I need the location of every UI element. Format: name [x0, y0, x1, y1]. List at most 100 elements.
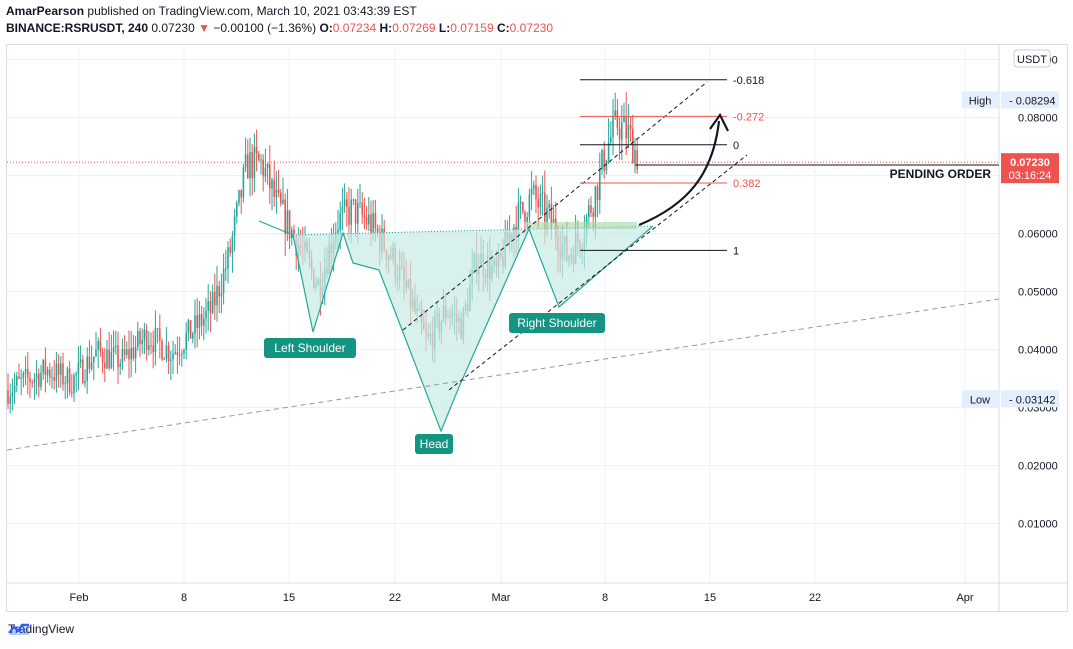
projection-arrowhead: [709, 112, 729, 132]
candle-body: [110, 351, 113, 369]
candle-body: [73, 375, 75, 394]
low-label: L:: [438, 21, 451, 35]
candle-body: [244, 154, 247, 168]
candle-body: [249, 152, 251, 179]
low-marker-label: Low: [970, 394, 990, 406]
candle-body: [533, 184, 535, 189]
currency-badge: USDT: [1013, 49, 1051, 68]
candle-body: [205, 310, 207, 319]
candle-body: [29, 377, 31, 383]
candle-body: [108, 349, 110, 369]
currency-badge-box: [1013, 49, 1051, 68]
candle-body: [112, 346, 115, 352]
close-label: C:: [496, 21, 510, 35]
candle-body: [33, 378, 36, 383]
candle-body: [601, 150, 603, 169]
time-tick-label: 15: [283, 592, 295, 604]
tradingview-logo-icon[interactable]: [8, 622, 30, 636]
fib-level-label: 0.382: [733, 178, 761, 190]
candle-body: [594, 186, 597, 217]
candle-body: [143, 329, 146, 340]
candle-body: [176, 352, 179, 355]
candle-body: [627, 125, 630, 139]
candle-body: [62, 363, 64, 385]
left-shoulder-label: Left Shoulder: [264, 338, 356, 358]
candle-body: [621, 122, 623, 140]
candle-body: [365, 217, 368, 225]
candle-body: [84, 380, 86, 384]
candle-body: [350, 199, 352, 225]
bar-countdown: 03:16:24: [1009, 170, 1052, 182]
price-tick-label: 0.04000: [1018, 345, 1058, 357]
high-marker-box: [1001, 91, 1059, 109]
low-value: 0.07159: [450, 21, 494, 35]
candle-body: [607, 142, 610, 161]
candle-body: [174, 352, 176, 354]
candle-body: [24, 368, 27, 374]
candle-body: [95, 349, 97, 357]
low-marker-box: [1001, 390, 1059, 408]
candle-body: [519, 201, 522, 204]
price-chart[interactable]: 0.090000.080000.070000.060000.050000.040…: [7, 45, 1067, 611]
candle-body: [139, 331, 141, 344]
low-marker-value: - 0.03142: [1009, 394, 1055, 406]
candle-body: [372, 212, 374, 234]
candle-body: [271, 179, 273, 189]
candle-body: [546, 207, 548, 222]
candle-body: [596, 186, 599, 200]
left-shoulder-label-text: Left Shoulder: [274, 341, 345, 355]
candle-body: [214, 291, 216, 306]
candle-body: [229, 247, 231, 253]
candle-body: [181, 353, 183, 355]
candle-body: [275, 189, 278, 197]
candle-body: [253, 146, 256, 178]
candle-body: [288, 210, 291, 239]
candle-body: [68, 368, 71, 393]
candle-body: [592, 212, 594, 217]
candle-body: [634, 150, 636, 164]
candle-body: [42, 359, 44, 373]
candle-body: [38, 373, 40, 387]
candle-body: [255, 146, 258, 154]
time-tick-label: Apr: [956, 592, 973, 604]
author-name[interactable]: AmarPearson: [6, 4, 85, 18]
candle-body: [7, 390, 9, 404]
fib-level-label: 0: [733, 140, 739, 152]
candle-body: [148, 345, 150, 350]
candle-body: [363, 215, 366, 218]
candle-body: [376, 228, 379, 233]
fib-level-label: 1: [733, 245, 739, 257]
candle-body: [53, 376, 55, 381]
projection-curve: [638, 120, 721, 227]
candle-body: [99, 340, 102, 352]
symbol-label[interactable]: BINANCE:RSRUSDT, 240: [6, 21, 149, 35]
candle-body: [16, 376, 18, 386]
candle-body: [145, 329, 148, 350]
right-shoulder-label-text: Right Shoulder: [517, 316, 596, 330]
candle-body: [222, 268, 225, 294]
candle-body: [524, 211, 526, 222]
time-tick-label: Feb: [70, 592, 89, 604]
candle-body: [346, 199, 348, 207]
candle-body: [242, 167, 245, 198]
high-marker-label-box: [962, 91, 999, 109]
candle-body: [348, 206, 350, 225]
candle-body: [599, 168, 601, 200]
candle-body: [126, 349, 128, 355]
candle-body: [368, 214, 370, 225]
chart-panel[interactable]: 0.090000.080000.070000.060000.050000.040…: [6, 44, 1068, 612]
candle-body: [282, 199, 284, 204]
candle-body: [134, 346, 137, 359]
candle-body: [159, 328, 161, 341]
candle-body: [57, 363, 60, 375]
candle-body: [106, 349, 108, 369]
candle-body: [262, 159, 264, 177]
candle-body: [247, 154, 249, 179]
candle-body: [636, 150, 638, 170]
candle-body: [374, 212, 377, 229]
candle-body: [526, 217, 528, 222]
candle-body: [196, 315, 198, 329]
channel-upper-line: [402, 81, 708, 331]
candle-body: [544, 192, 546, 222]
